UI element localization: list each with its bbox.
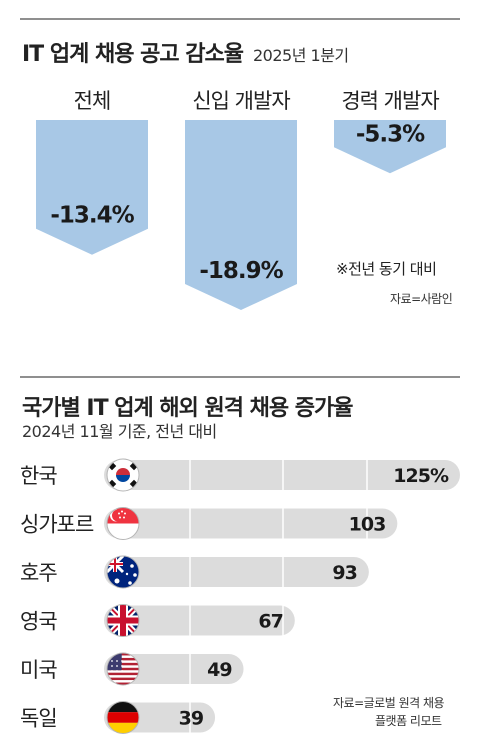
bar-uk bbox=[104, 605, 295, 636]
section2-title: 국가별 IT 업계 해외 원격 채용 증가율 bbox=[22, 396, 354, 421]
section2-source-line1: 자료=글로벌 원격 채용 bbox=[333, 696, 445, 710]
country-label-uk: 영국 bbox=[20, 610, 57, 634]
value-label-usa: 49 bbox=[207, 659, 231, 681]
bar-australia bbox=[104, 557, 369, 587]
section1-title-text: IT 업계 채용 공고 감소율 bbox=[22, 42, 244, 67]
country-label-germany: 독일 bbox=[20, 707, 57, 731]
remote-hiring-chart: 한국 125% 싱가포르 103 호주 93 영국 67 미국 49 독일 39 bbox=[20, 458, 460, 734]
section1-period: 2025년 1분기 bbox=[253, 46, 349, 65]
decline-chart: -13.4% -18.9% -5.3% bbox=[36, 120, 446, 310]
bar-usa bbox=[104, 654, 244, 684]
section2-source-line2: 플랫폼 리모트 bbox=[375, 714, 442, 728]
country-label-korea: 한국 bbox=[20, 464, 57, 488]
uk-flag-icon bbox=[106, 604, 140, 637]
germany-flag-icon bbox=[106, 701, 140, 734]
country-label-australia: 호주 bbox=[20, 561, 57, 585]
section1-source: 자료=사람인 bbox=[390, 292, 453, 306]
decline-bar-exp-dev bbox=[334, 120, 446, 174]
category-label-new-dev: 신입 개발자 bbox=[192, 89, 290, 113]
bar-korea bbox=[104, 460, 460, 490]
korea-flag-icon bbox=[106, 458, 140, 492]
value-label-singapore: 103 bbox=[349, 514, 386, 536]
bar-singapore bbox=[104, 508, 398, 539]
decline-value-exp-dev: -5.3% bbox=[356, 121, 425, 147]
decline-value-total: -13.4% bbox=[50, 203, 134, 229]
value-label-korea: 125% bbox=[393, 465, 449, 487]
value-label-uk: 67 bbox=[258, 611, 282, 633]
country-label-usa: 미국 bbox=[20, 658, 57, 682]
value-label-australia: 93 bbox=[332, 562, 356, 584]
decline-value-new-dev: -18.9% bbox=[199, 258, 283, 284]
decline-bar-total bbox=[36, 120, 148, 255]
country-label-singapore: 싱가포르 bbox=[20, 513, 94, 537]
singapore-flag-icon bbox=[106, 507, 140, 540]
middle-rule bbox=[20, 376, 460, 378]
decline-bar-new-dev bbox=[185, 120, 297, 310]
category-label-total: 전체 bbox=[73, 89, 112, 113]
comparison-note: ※전년 동기 대비 bbox=[336, 260, 437, 278]
value-label-germany: 39 bbox=[179, 708, 203, 730]
section1-title: IT 업계 채용 공고 감소율 2025년 1분기 bbox=[22, 36, 349, 68]
category-label-exp-dev: 경력 개발자 bbox=[341, 89, 439, 113]
usa-flag-icon bbox=[106, 652, 140, 686]
section2-subtitle: 2024년 11월 기준, 전년 대비 bbox=[22, 422, 217, 441]
australia-flag-icon bbox=[106, 555, 140, 589]
top-rule bbox=[20, 18, 460, 20]
